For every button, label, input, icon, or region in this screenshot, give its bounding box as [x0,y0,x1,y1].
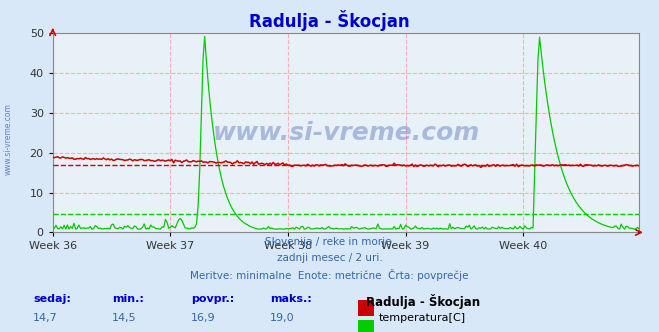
Text: Radulja - Škocjan: Radulja - Škocjan [366,294,480,309]
Text: 16,9: 16,9 [191,313,215,323]
Text: www.si-vreme.com: www.si-vreme.com [212,121,480,145]
Text: Slovenija / reke in morje.: Slovenija / reke in morje. [264,237,395,247]
Text: 14,5: 14,5 [112,313,136,323]
Text: zadnji mesec / 2 uri.: zadnji mesec / 2 uri. [277,253,382,263]
Text: 14,7: 14,7 [33,313,58,323]
Text: maks.:: maks.: [270,294,312,304]
Text: www.si-vreme.com: www.si-vreme.com [3,104,13,175]
Text: min.:: min.: [112,294,144,304]
Text: 19,0: 19,0 [270,313,295,323]
Text: povpr.:: povpr.: [191,294,235,304]
Text: temperatura[C]: temperatura[C] [379,313,466,323]
Text: Meritve: minimalne  Enote: metrične  Črta: povprečje: Meritve: minimalne Enote: metrične Črta:… [190,269,469,281]
Text: Radulja - Škocjan: Radulja - Škocjan [249,10,410,31]
Text: sedaj:: sedaj: [33,294,71,304]
